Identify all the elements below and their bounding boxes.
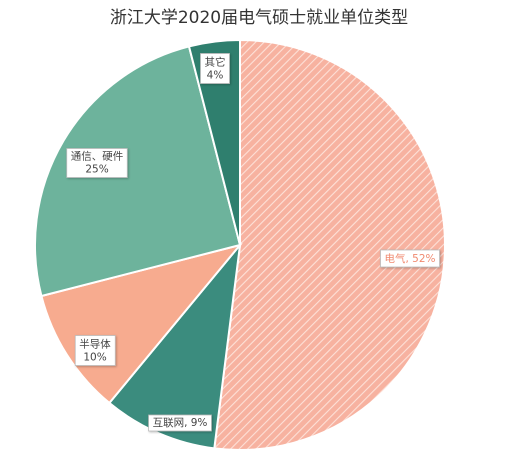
label-name: 通信、硬件 (71, 151, 124, 163)
label-box (74, 335, 116, 366)
label-box (148, 414, 212, 432)
label-name: 其它 (205, 56, 226, 69)
label-percent: 25% (85, 164, 108, 176)
slice-tongxin (34, 45, 242, 298)
data-label-hulianwang: 互联网, 9% (148, 414, 212, 432)
data-label-dianqi: 电气, 52% (380, 249, 440, 268)
slice-hulianwang (107, 241, 242, 450)
label-box (66, 148, 128, 178)
slice-qita (187, 38, 241, 246)
label-text: 电气, 52% (384, 252, 435, 265)
label-percent: 4% (207, 70, 224, 82)
label-text: 互联网, 9% (153, 417, 208, 429)
label-box (380, 249, 440, 268)
slice-dianqi (213, 38, 446, 451)
label-percent: 10% (83, 352, 106, 364)
label-name: 半导体 (79, 338, 111, 351)
label-box (200, 53, 230, 84)
data-label-qita: 其它4% (200, 53, 230, 84)
chart-title: 浙江大学2020届电气硕士就业单位类型 (109, 8, 409, 28)
